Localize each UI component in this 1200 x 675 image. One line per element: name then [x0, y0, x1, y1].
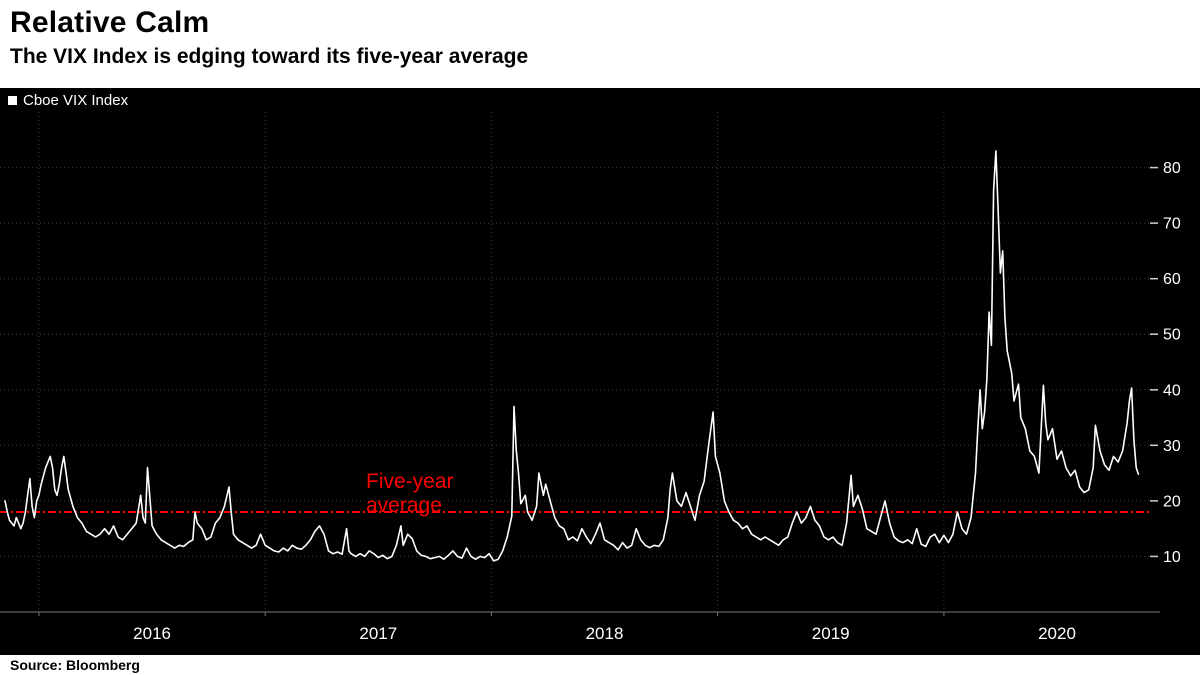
svg-text:30: 30	[1163, 438, 1181, 455]
svg-text:80: 80	[1163, 160, 1181, 177]
svg-text:60: 60	[1163, 271, 1181, 288]
svg-text:50: 50	[1163, 327, 1181, 344]
source-attribution: Source: Bloomberg	[10, 657, 140, 673]
chart-title: Relative Calm	[10, 6, 210, 39]
svg-text:2019: 2019	[812, 624, 850, 643]
svg-text:70: 70	[1163, 216, 1181, 233]
svg-text:2020: 2020	[1038, 624, 1076, 643]
chart-subtitle: The VIX Index is edging toward its five-…	[10, 44, 529, 68]
svg-text:2018: 2018	[586, 624, 624, 643]
legend-label: Cboe VIX Index	[23, 92, 129, 109]
svg-text:10: 10	[1163, 549, 1181, 566]
chart-area: Cboe VIX Index 10 20 30 40 50 60 70 80 2016 2017 2…	[0, 88, 1200, 655]
vix-chart: 10 20 30 40 50 60 70 80 2016 2017 2018 2019 2020 Five…	[0, 112, 1181, 643]
legend-swatch-icon	[8, 96, 17, 105]
vix-line-series	[4, 150, 1140, 562]
svg-text:40: 40	[1163, 382, 1181, 399]
svg-text:2016: 2016	[133, 624, 171, 643]
gridlines	[0, 112, 1152, 612]
legend: Cboe VIX Index	[8, 92, 128, 109]
svg-text:2017: 2017	[359, 624, 397, 643]
x-axis-labels: 2016 2017 2018 2019 2020	[133, 624, 1076, 643]
average-annotation: Five-year average	[366, 470, 454, 517]
x-axis-line	[0, 611, 1160, 616]
svg-text:20: 20	[1163, 493, 1181, 510]
y-axis-labels: 10 20 30 40 50 60 70 80	[1150, 160, 1181, 566]
chart-footer: Source: Bloomberg	[0, 655, 1200, 675]
chart-header: Relative Calm The VIX Index is edging to…	[0, 0, 1200, 88]
